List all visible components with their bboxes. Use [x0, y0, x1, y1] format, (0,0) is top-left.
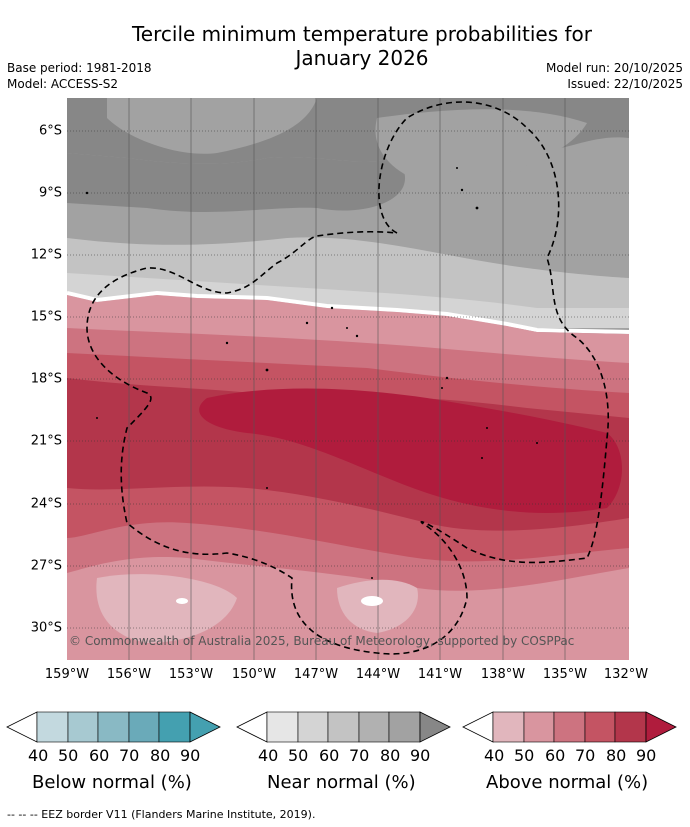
map-canvas	[66, 98, 630, 660]
issued-date: Issued: 22/10/2025	[567, 77, 683, 91]
lon-label: 141°W	[417, 667, 463, 682]
legend-tick: 70	[119, 746, 140, 765]
tercile-boundary	[66, 290, 630, 334]
legend-swatch	[327, 711, 360, 743]
legend-swatch	[158, 711, 191, 743]
legend-tick: 90	[410, 746, 431, 765]
above-40-patch-central	[337, 579, 418, 633]
eez-border	[86, 101, 610, 655]
eez-footnote: -- -- -- EEZ border V11 (Flanders Marine…	[7, 808, 316, 821]
legend-tick: 90	[180, 746, 201, 765]
probability-map	[66, 98, 630, 660]
near-80-patch-east	[375, 109, 587, 188]
legend-swatch	[36, 711, 69, 743]
near-90-band	[67, 153, 406, 213]
copyright-notice: © Commonwealth of Australia 2025, Bureau…	[69, 634, 575, 648]
lat-label: 9°S	[38, 185, 62, 201]
below-normal-title: Below normal (%)	[32, 772, 192, 793]
lon-label: 132°W	[603, 667, 649, 682]
legend-tick: 50	[288, 746, 309, 765]
legend-swatch	[388, 711, 421, 743]
legend-tick: 50	[514, 746, 535, 765]
below-normal-colorbar	[6, 711, 221, 743]
model-name: Model: ACCESS-S2	[7, 77, 119, 91]
near-60-band	[67, 237, 629, 323]
above-normal-title: Above normal (%)	[486, 772, 649, 793]
lat-label: 27°S	[30, 558, 62, 574]
lat-label: 15°S	[30, 309, 62, 325]
base-period: Base period: 1981-2018	[7, 61, 152, 75]
lon-label: 153°W	[168, 667, 214, 682]
lon-label: 135°W	[542, 667, 588, 682]
lon-label: 150°W	[231, 667, 277, 682]
lat-label: 18°S	[30, 371, 62, 387]
lat-label: 30°S	[30, 620, 62, 636]
lon-label: 156°W	[106, 667, 152, 682]
legend-tick: 80	[150, 746, 171, 765]
legend-tick: 80	[606, 746, 627, 765]
below-normal-spot-central	[361, 596, 383, 606]
lon-label: 147°W	[293, 667, 339, 682]
lat-label: 24°S	[30, 496, 62, 512]
legend-tick: 60	[545, 746, 566, 765]
legend-swatch	[492, 711, 525, 743]
title-line-1: Tercile minimum temperature probabilitie…	[131, 22, 593, 46]
model-run: Model run: 20/10/2025	[545, 61, 683, 75]
legend-tick: 60	[319, 746, 340, 765]
near-normal-colorbar	[236, 711, 451, 743]
legend-swatch	[67, 711, 99, 743]
legend-tick: 90	[636, 746, 657, 765]
legend-swatch	[266, 711, 299, 743]
above-normal-colorbar	[462, 711, 677, 743]
legend-swatch	[584, 711, 616, 743]
legend-swatch	[358, 711, 390, 743]
legend-colorbars	[6, 711, 677, 743]
meta-left: Base period: 1981-2018 Model: ACCESS-S2	[7, 60, 152, 92]
lon-label: 144°W	[355, 667, 401, 682]
lat-label: 21°S	[30, 433, 62, 449]
legend-tick: 80	[380, 746, 401, 765]
legend-tick: 50	[58, 746, 79, 765]
map-title: Tercile minimum temperature probabilitie…	[0, 22, 690, 70]
below-normal-spot-west	[176, 598, 188, 604]
legend-tick: 70	[349, 746, 370, 765]
legend-tick: 60	[89, 746, 110, 765]
title-line-2: January 2026	[295, 46, 429, 70]
meta-right: Model run: 20/10/2025 Issued: 22/10/2025	[546, 60, 683, 92]
legend-tick: 70	[575, 746, 596, 765]
lat-label: 6°S	[38, 123, 62, 139]
legend-swatch	[128, 711, 160, 743]
near-normal-title: Near normal (%)	[267, 772, 416, 793]
legend-swatch	[297, 711, 329, 743]
legend-swatch	[523, 711, 555, 743]
legend-tick: 40	[28, 746, 49, 765]
legend-swatch	[614, 711, 647, 743]
legend-swatch	[553, 711, 586, 743]
islands	[85, 167, 538, 579]
lon-label: 159°W	[44, 667, 90, 682]
near-80-patch	[107, 98, 317, 154]
lon-gridlines	[128, 98, 566, 660]
lat-gridlines	[67, 130, 629, 629]
legend-swatch	[97, 711, 130, 743]
above-40-patch-west	[96, 574, 237, 643]
lat-label: 12°S	[30, 247, 62, 263]
legend-tick: 40	[484, 746, 505, 765]
above-90-region	[199, 388, 622, 513]
lon-label: 138°W	[480, 667, 526, 682]
legend-tick: 40	[258, 746, 279, 765]
